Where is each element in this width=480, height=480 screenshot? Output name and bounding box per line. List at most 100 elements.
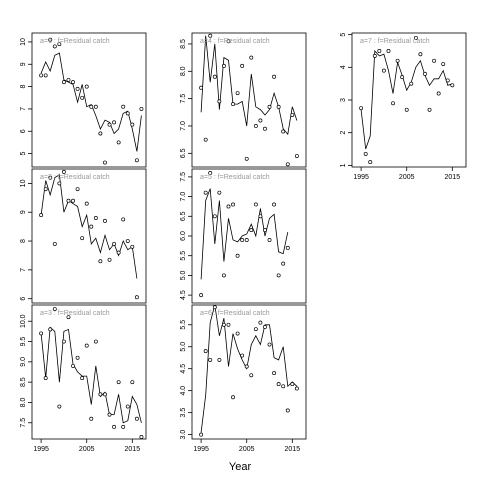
data-point — [208, 170, 213, 175]
y-tick-label: 7 — [20, 268, 27, 272]
y-tick-label: 6 — [20, 129, 27, 133]
panels-layer: 5 6 7 8 9 10 a=1 : f=Residual catch 6.5 7.0 7.5 8.… — [20, 32, 467, 453]
data-point — [84, 201, 89, 206]
data-point — [240, 237, 245, 242]
data-point — [199, 432, 204, 437]
data-point — [272, 74, 277, 79]
data-point — [66, 77, 71, 82]
data-point — [112, 424, 117, 429]
panel-1: 5 6 7 8 9 10 a=1 : f=Residual catch — [20, 32, 147, 168]
y-tick-label: 6.5 — [180, 148, 187, 158]
data-point — [249, 228, 254, 233]
fitted-line — [200, 188, 289, 280]
data-point — [436, 91, 441, 96]
y-tick-label: 5.0 — [180, 270, 187, 280]
y-tick-label: 3.0 — [180, 430, 187, 440]
data-point — [386, 49, 391, 53]
data-point — [89, 416, 94, 421]
data-point — [235, 253, 240, 258]
data-point — [121, 424, 126, 429]
data-point — [285, 245, 290, 250]
data-point — [93, 339, 98, 344]
data-point — [93, 216, 98, 220]
data-point — [221, 273, 226, 278]
y-tick-label: 9.5 — [20, 337, 27, 347]
data-point — [244, 364, 249, 369]
data-point — [75, 355, 80, 360]
data-point — [107, 412, 112, 417]
data-point — [395, 58, 400, 63]
data-point — [432, 58, 437, 63]
y-tick-label: 4 — [340, 65, 347, 69]
data-point — [244, 156, 249, 161]
data-point — [281, 261, 286, 266]
data-point — [441, 62, 446, 66]
data-point — [203, 190, 208, 195]
y-tick-label: 8.5 — [180, 39, 187, 49]
data-point — [75, 187, 80, 192]
y-tick-label: 6 — [20, 297, 27, 301]
panel-frame — [31, 32, 147, 168]
data-point — [116, 380, 121, 385]
data-point — [281, 384, 286, 389]
data-point — [130, 244, 135, 249]
panel-5: 4.5 5.0 5.5 6.0 6.5 7.0 7.5 a=5 : f=Residual ca… — [180, 168, 307, 304]
data-point — [121, 217, 126, 222]
data-point — [139, 435, 144, 439]
panel-6: 7.5 8.0 8.5 9.0 9.5 10.0 1995 2005 2015 a=3 : f=R… — [20, 304, 147, 453]
data-point — [130, 380, 135, 385]
data-point — [75, 86, 80, 91]
data-point — [134, 295, 139, 300]
x-tick-label: 1995 — [33, 446, 49, 453]
y-tick-label: 5.5 — [180, 251, 187, 261]
data-point — [231, 395, 235, 400]
fitted-line — [200, 304, 298, 433]
y-tick-label: 8 — [20, 85, 27, 89]
data-point — [290, 113, 295, 117]
data-point — [450, 83, 455, 88]
data-point — [294, 154, 299, 159]
panel-2: 6.5 7.0 7.5 8.0 8.5 a=4 : f=Residual catch — [180, 32, 307, 168]
panel-title: a=2 : f=Residual catch — [40, 174, 110, 181]
y-tick-label: 3.5 — [180, 408, 187, 418]
data-point — [43, 73, 48, 78]
data-point — [66, 198, 71, 203]
panel-frame — [31, 168, 147, 304]
data-point — [445, 78, 450, 83]
data-point — [61, 80, 66, 85]
fitted-line — [40, 52, 142, 152]
data-point — [80, 95, 85, 100]
data-point — [39, 213, 44, 218]
y-tick-label: 5.5 — [180, 320, 187, 330]
x-tick-label: 2005 — [399, 174, 415, 181]
panel-frame — [191, 32, 307, 168]
data-point — [212, 305, 217, 310]
data-point — [57, 404, 62, 409]
y-tick-label: 9.0 — [20, 357, 27, 367]
data-point — [98, 392, 103, 397]
data-point — [134, 416, 139, 421]
data-point — [199, 293, 204, 298]
data-point — [381, 68, 386, 73]
data-point — [103, 160, 107, 165]
data-point — [263, 126, 267, 131]
x-tick-label: 2005 — [239, 446, 255, 453]
data-point — [276, 273, 281, 278]
data-point — [93, 104, 98, 109]
panel-title: a=4 : f=Residual catch — [200, 38, 270, 45]
fitted-line — [200, 35, 298, 136]
data-point — [368, 160, 373, 165]
data-point — [112, 241, 117, 246]
data-point — [84, 84, 89, 89]
data-point — [80, 376, 85, 381]
data-point — [267, 237, 272, 242]
y-tick-label: 9 — [20, 210, 27, 214]
data-point — [57, 42, 62, 47]
data-point — [231, 202, 235, 207]
data-point — [226, 322, 231, 327]
data-point — [98, 259, 103, 264]
data-point — [253, 327, 258, 332]
fitted-line — [40, 326, 142, 424]
data-point — [258, 320, 263, 325]
data-point — [48, 175, 53, 180]
